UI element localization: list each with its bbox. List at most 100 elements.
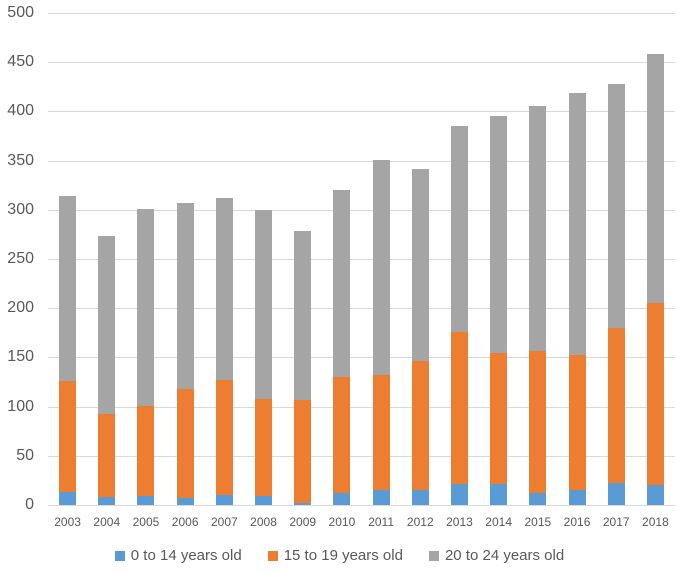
x-tick-label: 2012 — [406, 515, 434, 529]
y-tick-label: 400 — [7, 102, 34, 120]
bar-2014 — [490, 116, 508, 505]
x-tick-label: 2007 — [210, 515, 238, 529]
legend-label: 15 to 19 years old — [283, 547, 403, 564]
bar-segment-2008-15-to-19-years-old[interactable] — [255, 398, 273, 497]
bar-2007 — [215, 198, 233, 505]
y-tick-label: 300 — [7, 200, 34, 218]
bar-segment-2018-0-to-14-years-old[interactable] — [646, 485, 664, 505]
bar-segment-2013-20-to-24-years-old[interactable] — [450, 126, 468, 332]
bar-segment-2009-15-to-19-years-old[interactable] — [294, 399, 312, 504]
y-tick-label: 150 — [7, 348, 34, 366]
x-tick-label: 2014 — [485, 515, 512, 529]
bar-segment-2009-0-to-14-years-old[interactable] — [294, 503, 312, 505]
bar-2010 — [333, 190, 351, 505]
bar-segment-2006-15-to-19-years-old[interactable] — [176, 388, 194, 499]
gridline — [48, 406, 675, 408]
x-tick-label: 2015 — [524, 515, 552, 529]
x-axis: 2003 2004 2005 2006 2007 2008 2009 2010 2011 2012… — [48, 514, 675, 530]
bar-segment-2017-20-to-24-years-old[interactable] — [607, 83, 625, 328]
x-tick-label: 2017 — [602, 515, 630, 529]
bar-segment-2005-0-to-14-years-old[interactable] — [137, 496, 155, 505]
bar-segment-2008-20-to-24-years-old[interactable] — [255, 209, 273, 399]
bar-segment-2014-20-to-24-years-old[interactable] — [490, 116, 508, 353]
y-tick-label: 500 — [7, 4, 34, 21]
legend-swatch-icon — [428, 551, 439, 561]
bar-2004 — [98, 236, 116, 505]
bar-segment-2009-20-to-24-years-old[interactable] — [294, 230, 312, 400]
gridline — [48, 62, 675, 64]
gridline — [48, 13, 675, 14]
gridline — [48, 111, 675, 113]
bar-segment-2007-15-to-19-years-old[interactable] — [215, 380, 233, 496]
bar-segment-2006-20-to-24-years-old[interactable] — [176, 202, 194, 389]
legend-item-20-to-24-years-old[interactable]: 20 to 24 years old — [428, 545, 564, 567]
bar-segment-2015-20-to-24-years-old[interactable] — [529, 105, 547, 351]
bar-2009 — [294, 230, 312, 505]
bar-segment-2008-0-to-14-years-old[interactable] — [255, 496, 273, 505]
legend-item-15-to-19-years-old[interactable]: 15 to 19 years old — [267, 545, 403, 567]
bar-segment-2017-15-to-19-years-old[interactable] — [607, 327, 625, 484]
bar-segment-2012-15-to-19-years-old[interactable] — [411, 361, 429, 491]
x-tick-label: 2004 — [93, 515, 121, 529]
x-tick-label: 2006 — [171, 515, 199, 529]
bar-segment-2007-0-to-14-years-old[interactable] — [215, 495, 233, 505]
bar-2018 — [646, 54, 664, 505]
bar-segment-2010-15-to-19-years-old[interactable] — [333, 377, 351, 494]
legend-swatch-icon — [267, 551, 278, 561]
y-tick-label: 200 — [7, 299, 34, 317]
bar-segment-2004-15-to-19-years-old[interactable] — [98, 413, 116, 498]
bar-segment-2012-20-to-24-years-old[interactable] — [411, 168, 429, 362]
bar-segment-2016-0-to-14-years-old[interactable] — [568, 490, 586, 505]
bar-segment-2015-15-to-19-years-old[interactable] — [529, 350, 547, 494]
bar-segment-2013-15-to-19-years-old[interactable] — [450, 331, 468, 485]
bar-segment-2018-15-to-19-years-old[interactable] — [646, 303, 664, 486]
bar-segment-2014-0-to-14-years-old[interactable] — [490, 484, 508, 505]
bar-segment-2006-0-to-14-years-old[interactable] — [176, 498, 194, 505]
x-tick-label: 2003 — [54, 515, 81, 529]
bar-segment-2003-15-to-19-years-old[interactable] — [59, 381, 77, 493]
gridline — [48, 209, 675, 211]
bar-segment-2003-20-to-24-years-old[interactable] — [59, 196, 77, 382]
bar-segment-2003-0-to-14-years-old[interactable] — [59, 492, 77, 505]
bar-segment-2017-0-to-14-years-old[interactable] — [607, 483, 625, 505]
bar-2013 — [450, 126, 468, 505]
bar-segment-2014-15-to-19-years-old[interactable] — [490, 352, 508, 485]
bar-segment-2005-15-to-19-years-old[interactable] — [137, 405, 155, 497]
bar-2008 — [255, 209, 273, 505]
bar-segment-2012-0-to-14-years-old[interactable] — [411, 490, 429, 505]
x-tick-label: 2013 — [446, 515, 473, 529]
y-tick-label: 100 — [7, 397, 34, 415]
bar-2015 — [529, 105, 547, 505]
bar-2016 — [568, 92, 586, 505]
bar-segment-2016-15-to-19-years-old[interactable] — [568, 355, 586, 491]
bar-segment-2013-0-to-14-years-old[interactable] — [450, 484, 468, 505]
legend-swatch-icon — [114, 551, 125, 561]
bar-segment-2016-20-to-24-years-old[interactable] — [568, 92, 586, 356]
bar-segment-2007-20-to-24-years-old[interactable] — [215, 198, 233, 381]
bar-segment-2004-0-to-14-years-old[interactable] — [98, 497, 116, 505]
bar-segment-2010-20-to-24-years-old[interactable] — [333, 190, 351, 378]
bar-2006 — [176, 202, 194, 505]
x-tick-label: 2005 — [132, 515, 160, 529]
bar-segment-2005-20-to-24-years-old[interactable] — [137, 208, 155, 406]
legend-item-0-to-14-years-old[interactable]: 0 to 14 years old — [114, 545, 242, 567]
gridline — [48, 357, 675, 359]
legend-label: 0 to 14 years old — [130, 547, 242, 564]
bar-segment-2004-20-to-24-years-old[interactable] — [98, 236, 116, 414]
plot-area — [48, 13, 675, 506]
y-tick-label: 50 — [16, 446, 34, 464]
bar-segment-2015-0-to-14-years-old[interactable] — [529, 493, 547, 505]
gridline — [48, 505, 675, 506]
x-tick-label: 2011 — [368, 515, 394, 529]
gridline — [48, 308, 675, 310]
bar-segment-2011-20-to-24-years-old[interactable] — [372, 159, 390, 376]
bar-segment-2011-15-to-19-years-old[interactable] — [372, 375, 390, 491]
x-tick-label: 2018 — [642, 515, 669, 529]
bar-segment-2018-20-to-24-years-old[interactable] — [646, 54, 664, 304]
bar-segment-2011-0-to-14-years-old[interactable] — [372, 490, 390, 505]
gridline — [48, 455, 675, 457]
bar-segment-2010-0-to-14-years-old[interactable] — [333, 493, 351, 505]
bar-2011 — [372, 159, 390, 505]
y-tick-label: 350 — [7, 151, 34, 169]
